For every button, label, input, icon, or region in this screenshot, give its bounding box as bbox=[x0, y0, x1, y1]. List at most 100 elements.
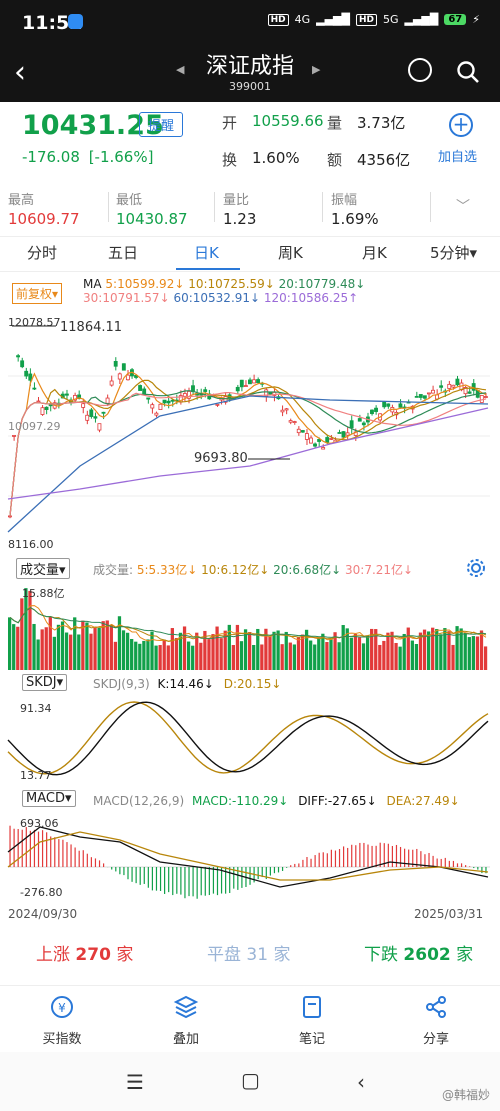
home-icon[interactable]: ▢ bbox=[241, 1068, 260, 1092]
volume-bar bbox=[154, 645, 158, 670]
volume-title: 成交量: bbox=[93, 563, 134, 577]
macd-indicator-dropdown[interactable]: MACD▾ bbox=[22, 790, 76, 807]
flat-value: 31 bbox=[246, 945, 269, 965]
open-label: 开 bbox=[222, 114, 238, 132]
macd-histogram-bar bbox=[168, 867, 170, 893]
macd-diff-line bbox=[7, 826, 489, 888]
macd-histogram-bar bbox=[164, 867, 166, 894]
nav-back-icon[interactable]: ‹ bbox=[357, 1070, 365, 1094]
volume-bar bbox=[398, 646, 402, 670]
candle-body bbox=[158, 403, 163, 411]
candle-body bbox=[439, 385, 444, 388]
overlay-button[interactable]: 叠加 bbox=[146, 986, 226, 1047]
assistant-icon[interactable] bbox=[408, 58, 432, 82]
adjustment-label: 前复权 bbox=[16, 287, 53, 301]
macd-histogram-bar bbox=[127, 867, 129, 880]
candle-body bbox=[77, 394, 82, 400]
volume-bar bbox=[64, 632, 69, 670]
macd-histogram-bar bbox=[192, 867, 194, 897]
tab-intraday[interactable]: 分时 bbox=[27, 244, 58, 262]
volume-bar bbox=[52, 636, 57, 670]
volume-bar bbox=[329, 639, 333, 670]
note-icon bbox=[303, 996, 321, 1018]
tab-five-day[interactable]: 五日 bbox=[108, 244, 139, 262]
down-value: 2602 bbox=[403, 945, 451, 965]
volume-bar bbox=[32, 623, 36, 670]
volume-bar bbox=[378, 644, 382, 670]
notes-button[interactable]: 笔记 bbox=[272, 986, 352, 1047]
add-favorite-label[interactable]: 加自选 bbox=[438, 150, 478, 165]
search-icon[interactable] bbox=[456, 60, 480, 84]
buy-index-button[interactable]: ¥ 买指数 bbox=[22, 986, 102, 1047]
candle-body bbox=[186, 391, 191, 399]
tab-minute-select[interactable]: 5分钟▾ bbox=[430, 244, 478, 262]
chevron-down-icon[interactable]: ﹀ bbox=[456, 199, 470, 215]
volume-bar bbox=[117, 616, 122, 670]
adjustment-dropdown[interactable]: 前复权▾ bbox=[12, 283, 63, 304]
page-title: 深证成指 bbox=[205, 54, 294, 79]
candle-body bbox=[125, 374, 130, 381]
volume-bar bbox=[113, 641, 118, 670]
kdj-chart[interactable] bbox=[0, 695, 500, 785]
volume-bar bbox=[191, 645, 195, 670]
tab-daily-k[interactable]: 日K bbox=[194, 244, 219, 262]
menu-icon[interactable]: ☰ bbox=[126, 1070, 144, 1094]
candle-body bbox=[467, 391, 472, 394]
share-button[interactable]: 分享 bbox=[396, 986, 476, 1047]
macd-histogram-bar bbox=[371, 845, 373, 867]
volume-bar bbox=[288, 642, 292, 670]
svg-text:¥: ¥ bbox=[58, 1001, 66, 1015]
candle-body bbox=[337, 432, 342, 434]
macd-histogram-bar bbox=[86, 853, 88, 867]
candle-body bbox=[28, 373, 33, 381]
macd-histogram-bar bbox=[151, 867, 154, 891]
volume-bar bbox=[341, 625, 345, 670]
macd-histogram-bar bbox=[302, 859, 304, 867]
macd-histogram-bar bbox=[436, 858, 438, 867]
back-icon[interactable]: ‹ bbox=[14, 55, 26, 90]
volume-bar bbox=[414, 644, 419, 670]
kline-chart[interactable] bbox=[0, 316, 500, 554]
macd-legend: MACD(12,26,9) MACD:-110.29↓ DIFF:-27.65↓… bbox=[93, 794, 460, 808]
volume-bar bbox=[235, 624, 240, 670]
next-index-icon[interactable]: ▶ bbox=[312, 63, 321, 76]
candle-body bbox=[463, 387, 468, 395]
candle-body bbox=[370, 409, 374, 415]
macd-histogram-bar bbox=[269, 867, 271, 876]
add-favorite-icon[interactable]: + bbox=[449, 113, 473, 137]
volume-bar bbox=[231, 645, 235, 670]
settings-gear-icon[interactable] bbox=[465, 557, 487, 579]
volume-bar bbox=[333, 632, 337, 670]
volume-bar bbox=[365, 635, 370, 670]
candle-body bbox=[64, 393, 69, 396]
signal-icon-2: ▂▄▆█ bbox=[404, 13, 439, 26]
macd-histogram-bar bbox=[212, 867, 215, 894]
notes-label: 笔记 bbox=[298, 1032, 325, 1047]
volume-bar bbox=[150, 631, 154, 670]
macd-histogram-bar bbox=[432, 855, 434, 867]
volume-bar bbox=[337, 642, 341, 670]
prev-index-icon[interactable]: ◀ bbox=[176, 63, 185, 76]
macd-histogram-bar bbox=[334, 850, 337, 867]
volume-bar bbox=[81, 620, 85, 670]
alert-button[interactable]: 提醒 bbox=[139, 112, 184, 137]
tab-monthly-k[interactable]: 月K bbox=[362, 244, 387, 262]
volume-bar bbox=[374, 629, 378, 670]
macd-histogram-bar bbox=[420, 851, 422, 867]
down-label: 下跌 bbox=[364, 945, 398, 965]
volume-bar bbox=[313, 644, 317, 670]
volume-bar bbox=[264, 628, 268, 670]
stat-value-amplitude: 1.69% bbox=[331, 210, 379, 228]
macd-histogram-bar bbox=[25, 827, 27, 867]
candle-body bbox=[382, 401, 387, 408]
ma-line bbox=[9, 391, 487, 516]
macd-chart[interactable] bbox=[0, 812, 500, 904]
volume-indicator-dropdown[interactable]: 成交量▾ bbox=[16, 558, 70, 579]
volume-bar bbox=[361, 643, 366, 670]
macd-histogram-bar bbox=[359, 842, 361, 867]
volume-chart[interactable] bbox=[0, 580, 500, 670]
volume-bar bbox=[321, 633, 325, 670]
kdj-indicator-dropdown[interactable]: SKDJ▾ bbox=[22, 674, 68, 691]
macd-histogram-bar bbox=[281, 867, 284, 871]
tab-weekly-k[interactable]: 周K bbox=[278, 244, 303, 262]
